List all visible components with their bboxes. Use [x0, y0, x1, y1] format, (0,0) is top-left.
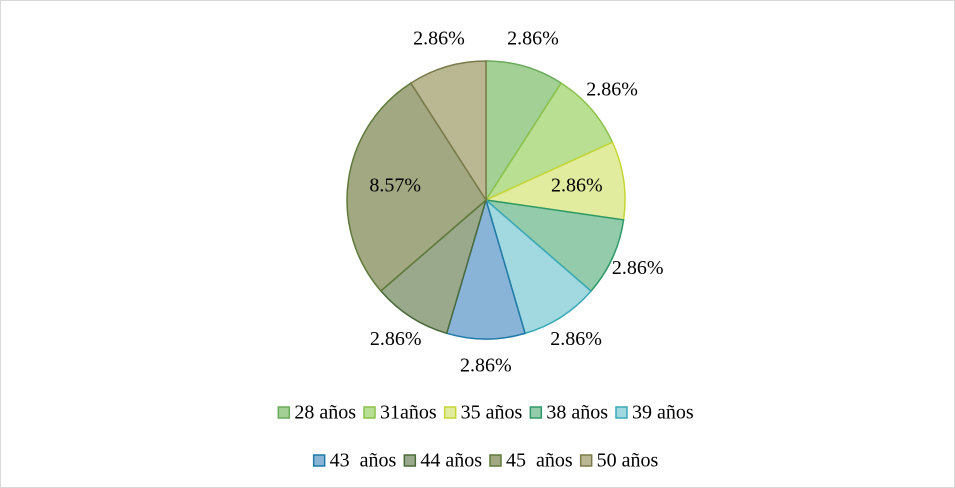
pie-slice — [379, 197, 488, 335]
legend-swatch — [277, 406, 291, 419]
legend-swatch — [363, 406, 376, 419]
data-label: 2.86% — [550, 328, 602, 350]
legend-swatch — [403, 454, 417, 467]
legend-label: 45 años — [506, 450, 573, 472]
legend-label: 50 años — [597, 450, 659, 472]
legend-swatch — [615, 406, 628, 419]
legend-label: 28 años — [294, 402, 356, 424]
legend-label: 38 años — [546, 402, 608, 424]
legend-swatch — [529, 406, 543, 419]
legend-label: 39 años — [632, 402, 694, 424]
data-label: 2.86% — [507, 28, 559, 50]
pie-slice — [485, 60, 563, 203]
data-label: 2.86% — [612, 257, 664, 279]
legend-label: 31años — [380, 402, 437, 424]
pie-slice — [346, 82, 487, 292]
legend-swatch — [312, 454, 326, 467]
data-label: 8.57% — [369, 174, 421, 196]
data-label: 2.86% — [586, 78, 638, 100]
legend-label: 35 años — [461, 402, 523, 424]
data-label: 2.86% — [413, 28, 465, 50]
pie-slice — [409, 60, 487, 203]
data-label: 2.86% — [460, 354, 512, 376]
pie-slice — [483, 198, 625, 293]
legend-swatch — [443, 406, 457, 419]
pie-slice — [483, 82, 614, 202]
legend-label: 44 años — [420, 450, 482, 472]
data-label: 2.86% — [551, 175, 603, 197]
pie-slice — [483, 141, 626, 221]
data-label: 2.86% — [370, 328, 422, 350]
pie-slice — [484, 197, 593, 335]
pie-slice — [445, 197, 526, 340]
legend-label: 43 años — [330, 450, 397, 472]
legend-swatch — [579, 454, 593, 467]
legend-swatch — [489, 454, 502, 467]
